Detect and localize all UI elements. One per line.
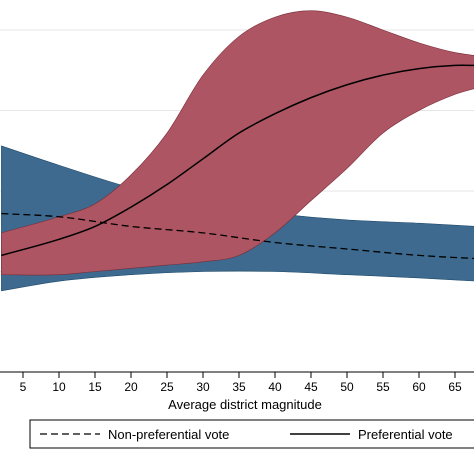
- legend-label-preferential: Preferential vote: [358, 427, 453, 442]
- series-lines: [1, 64, 474, 260]
- line-preferential: [1, 64, 474, 257]
- x-tick-label-35: 35: [232, 380, 246, 394]
- x-tick-label-30: 30: [196, 380, 210, 394]
- legend-label-non-preferential: Non-preferential vote: [108, 427, 229, 442]
- line-non-preferential: [1, 212, 474, 260]
- x-axis: 5 10 15 20 25 30 35 40 45 50 55 60 65: [0, 371, 474, 394]
- x-tick-label-25: 25: [160, 380, 174, 394]
- confidence-bands: [1, 10, 474, 292]
- x-tick-label-50: 50: [340, 380, 354, 394]
- legend-box: [29, 419, 474, 449]
- x-tick-label-60: 60: [412, 380, 426, 394]
- x-tick-label-5: 5: [20, 380, 27, 394]
- x-tick-label-40: 40: [268, 380, 282, 394]
- x-tick-label-10: 10: [52, 380, 66, 394]
- x-axis-title: Average district magnitude: [168, 397, 322, 412]
- x-tick-label-55: 55: [376, 380, 390, 394]
- x-tick-label-15: 15: [88, 380, 102, 394]
- x-tick-label-45: 45: [304, 380, 318, 394]
- band-preferential: [1, 10, 474, 276]
- legend: Non-preferential vote Preferential vote: [29, 419, 474, 449]
- x-tick-label-20: 20: [124, 380, 138, 394]
- x-tick-label-65: 65: [448, 380, 462, 394]
